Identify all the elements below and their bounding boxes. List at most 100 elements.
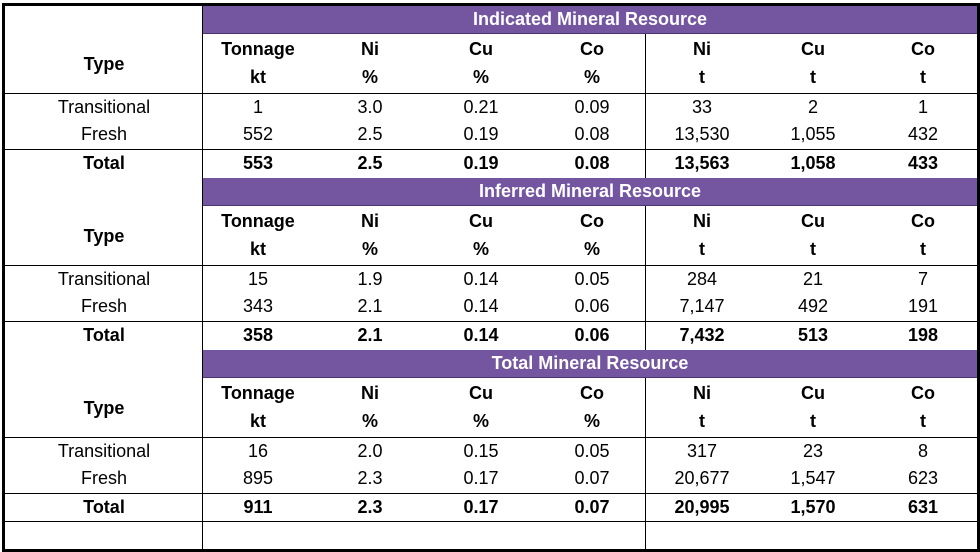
type-cell: Transitional	[57, 269, 151, 289]
value-cell: 0.17	[463, 497, 499, 517]
column-header-unit: %	[361, 67, 378, 87]
column-header-unit: t	[810, 67, 816, 87]
value-cell: 553	[242, 153, 274, 173]
column-header-unit: %	[361, 239, 378, 259]
value-cell: 1,055	[790, 124, 836, 144]
column-header-name: Cu	[469, 211, 493, 231]
value-cell: 0.08	[574, 153, 610, 173]
type-cell: Transitional	[57, 441, 151, 461]
value-cell: 1,058	[790, 153, 836, 173]
column-divider	[645, 206, 646, 350]
column-header-name: Co	[911, 383, 935, 403]
type-cell: Total	[83, 153, 125, 173]
value-cell: 631	[907, 497, 939, 517]
column-header-unit: kt	[249, 67, 266, 87]
value-cell: 16	[247, 441, 269, 461]
value-cell: 1.9	[357, 269, 383, 289]
type-header: Type	[83, 398, 125, 418]
column-header-name: Cu	[469, 39, 493, 59]
type-cell: Fresh	[80, 468, 127, 488]
value-cell: 0.15	[463, 441, 499, 461]
value-cell: 13,530	[674, 124, 730, 144]
column-divider	[645, 34, 646, 178]
total-divider	[5, 321, 977, 322]
value-cell: 0.14	[463, 269, 499, 289]
section-inferred: Inferred Mineral Resource Type Tonnage Ni Cu…	[5, 178, 977, 350]
column-header-name-row: Tonnage Ni Cu Co Ni Cu Co	[5, 36, 977, 63]
value-cell: 191	[907, 296, 939, 316]
column-header-name: Co	[580, 383, 604, 403]
column-header-unit-row: kt%%% t t t	[5, 236, 977, 263]
total-row: Total 911 2.3 0.17 0.07 20,995 1,570 631	[5, 494, 977, 521]
value-cell: 2.0	[357, 441, 383, 461]
value-cell: 358	[242, 325, 274, 345]
section-indicated: Indicated Mineral Resource Type Tonnage Ni C…	[5, 6, 977, 178]
bottom-divider	[5, 521, 977, 522]
value-cell: 33	[691, 97, 713, 117]
column-header-name: Co	[580, 211, 604, 231]
value-cell: 20,995	[674, 497, 730, 517]
column-header-name: Cu	[801, 39, 825, 59]
column-header-unit: t	[920, 67, 926, 87]
value-cell: 1,570	[790, 497, 836, 517]
value-cell: 13,563	[674, 153, 730, 173]
value-cell: 20,677	[674, 468, 730, 488]
value-cell: 0.08	[574, 124, 610, 144]
column-header-unit: t	[920, 411, 926, 431]
value-cell: 911	[243, 497, 273, 517]
column-header-name: Cu	[469, 383, 493, 403]
column-header-name: Tonnage	[221, 211, 295, 231]
value-cell: 0.14	[463, 325, 499, 345]
column-header-name: Tonnage	[221, 39, 295, 59]
value-cell: 1	[917, 97, 928, 117]
column-header-unit: %	[472, 411, 489, 431]
table-row: Transitional 1 3.0 0.21 0.09 33 2 1	[5, 94, 977, 121]
value-cell: 2.3	[357, 468, 383, 488]
mineral-resource-table: Indicated Mineral Resource Type Tonnage Ni C…	[2, 3, 980, 552]
column-header-name: Tonnage	[221, 383, 295, 403]
value-cell: 23	[802, 441, 824, 461]
column-header-unit: %	[472, 67, 489, 87]
column-header-name: Ni	[361, 39, 379, 59]
column-header-name: Ni	[361, 211, 379, 231]
value-cell: 3.0	[357, 97, 383, 117]
column-header-name: Ni	[361, 383, 379, 403]
table-row: Transitional 15 1.9 0.14 0.05 284 21 7	[5, 266, 977, 293]
column-header-unit: t	[699, 67, 705, 87]
column-header-name-row: Tonnage Ni Cu Co Ni Cu Co	[5, 208, 977, 235]
value-cell: 7	[917, 269, 928, 289]
column-header-unit: t	[810, 411, 816, 431]
column-header-unit: t	[699, 411, 705, 431]
column-header-unit: kt	[249, 239, 266, 259]
value-cell: 433	[907, 153, 939, 173]
column-header-unit-row: kt%%% t t t	[5, 64, 977, 91]
value-cell: 0.07	[574, 497, 610, 517]
column-header-name: Co	[580, 39, 604, 59]
value-cell: 492	[797, 296, 829, 316]
value-cell: 2.1	[357, 325, 383, 345]
column-divider	[202, 522, 203, 550]
value-cell: 7,147	[679, 296, 725, 316]
type-cell: Fresh	[80, 296, 127, 316]
value-cell: 7,432	[679, 325, 725, 345]
value-cell: 0.05	[574, 269, 610, 289]
total-divider	[5, 493, 977, 494]
column-header-unit: %	[361, 411, 378, 431]
value-cell: 343	[242, 296, 274, 316]
value-cell: 8	[917, 441, 928, 461]
table-row: Transitional 16 2.0 0.15 0.05 317 23 8	[5, 438, 977, 465]
section-title: Total Mineral Resource	[203, 350, 977, 378]
table-row: Fresh 895 2.3 0.17 0.07 20,677 1,547 623	[5, 465, 977, 492]
column-header-name-row: Tonnage Ni Cu Co Ni Cu Co	[5, 380, 977, 407]
value-cell: 0.19	[463, 153, 499, 173]
column-header-unit: %	[583, 411, 600, 431]
column-header-unit-row: kt%%% t t t	[5, 408, 977, 435]
column-header-name: Co	[911, 39, 935, 59]
header-divider	[5, 437, 977, 438]
table-row: Fresh 552 2.5 0.19 0.08 13,530 1,055 432	[5, 121, 977, 148]
header-divider	[5, 265, 977, 266]
section-total: Total Mineral Resource Type Tonnage Ni Cu Co N…	[5, 350, 977, 522]
value-cell: 1	[252, 97, 263, 117]
table-row: Fresh 343 2.1 0.14 0.06 7,147 492 191	[5, 293, 977, 320]
value-cell: 317	[686, 441, 718, 461]
